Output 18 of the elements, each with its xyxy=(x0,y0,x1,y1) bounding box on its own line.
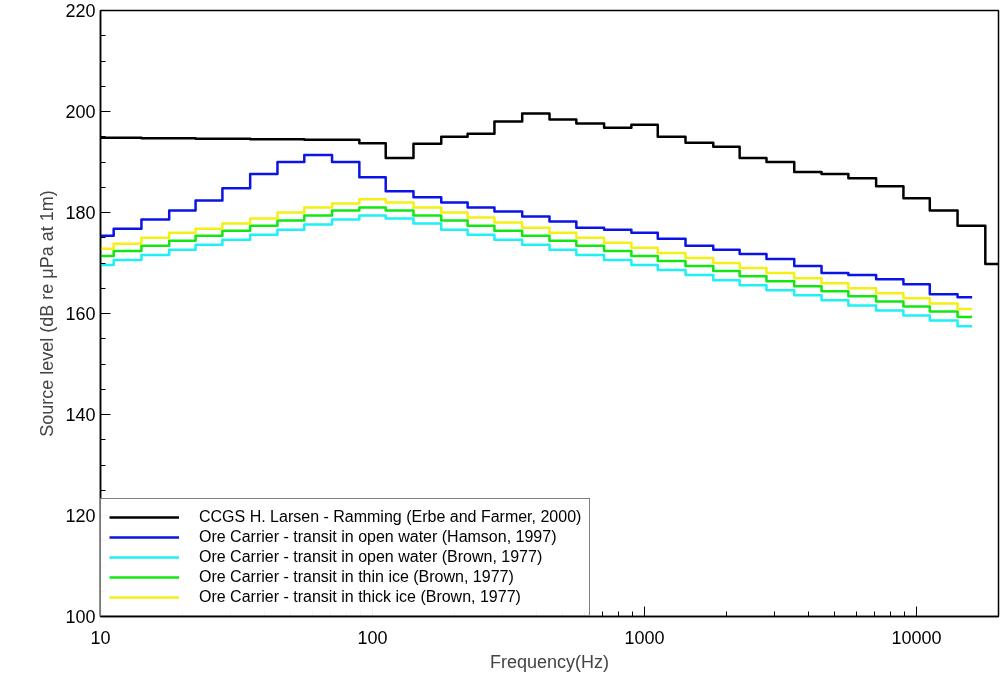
legend-label: Ore Carrier - transit in thick ice (Brown, 1977) xyxy=(199,588,521,606)
y-tick-label: 120 xyxy=(65,506,96,526)
y-tick-label: 180 xyxy=(65,203,96,223)
legend-label: Ore Carrier - transit in open water (Hamson, 1997) xyxy=(199,528,557,546)
x-tick-label: 10000 xyxy=(891,627,942,648)
y-tick-label: 220 xyxy=(65,1,96,21)
y-tick-label: 100 xyxy=(65,607,96,627)
y-axis-title: Source level (dB re μPa at 1m) xyxy=(37,190,58,437)
x-axis-title: Frequency(Hz) xyxy=(489,651,610,672)
legend-label: Ore Carrier - transit in open water (Brown, 1977) xyxy=(199,548,543,566)
x-tick-label: 1000 xyxy=(624,627,665,648)
x-tick-label: 10 xyxy=(90,627,111,648)
y-tick-label: 160 xyxy=(65,304,96,324)
x-tick-label: 100 xyxy=(357,627,388,648)
legend-label: CCGS H. Larsen - Ramming (Erbe and Farmer, 2000) xyxy=(199,508,582,526)
y-tick-label: 140 xyxy=(65,405,96,425)
y-tick-label: 200 xyxy=(65,102,96,122)
legend-label: Ore Carrier - transit in thin ice (Brown, 1977) xyxy=(199,568,514,586)
